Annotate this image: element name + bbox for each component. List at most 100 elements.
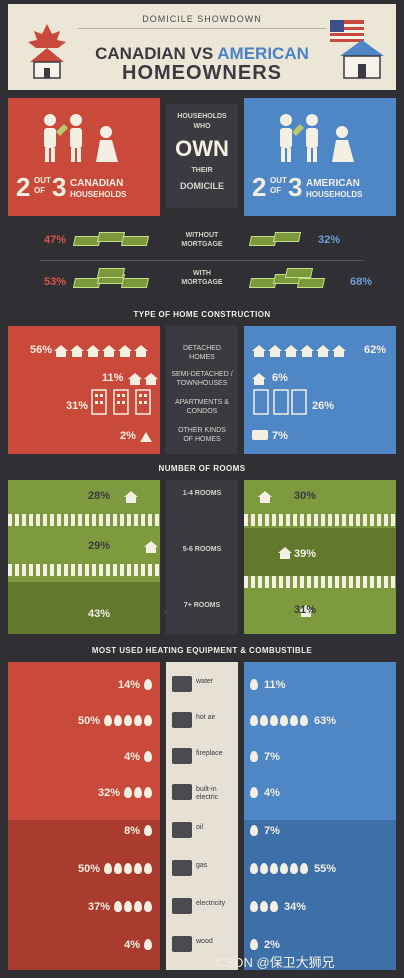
canada-heating-fuel-1: 50% [78,860,154,878]
usa-ownership-panel: 2 OUT OF 3 AMERICAN HOUSEHOLDS [244,98,396,216]
heater-icon [172,712,192,728]
usa-ratio-numerator: 2 [252,172,267,202]
canada-heating-fuel-panel [8,820,160,970]
flame-icon [134,787,142,799]
usa-heating-value: 4% [264,787,280,799]
canada-construction-panel: 56% 11% 31% 2% [8,326,160,454]
usa-detached-value: 62% [364,344,387,356]
flame-icon [300,715,308,727]
usa-ratio-label2: HOUSEHOLDS [306,190,363,199]
usa-semidetached-value: 6% [272,372,288,384]
usa-ratio-label1: AMERICAN [306,178,360,189]
mortgage-with-canada: 53% [44,276,67,288]
flame-icon [144,825,152,837]
canada-ratio-label2: HOUSEHOLDS [70,190,127,199]
usa-heating-value: 7% [264,825,280,837]
usa-family-icon [280,114,354,162]
flame-icon [250,751,258,763]
label-apartments: APARTMENTS & CONDOS [175,399,229,415]
usa-other-value: 7% [272,430,288,442]
money-stack-icon [248,228,310,252]
townhouse-icon [128,372,160,390]
canada-heating-value: 4% [124,751,140,763]
heater-icon [172,676,192,692]
flame-icon [270,715,278,727]
flame-icon [124,863,132,875]
apartment-icon [252,388,308,416]
usa-heating-value: 7% [264,751,280,763]
house-icon [124,491,138,503]
header-title-line1: CANADIAN VS AMERICAN [8,44,396,64]
usa-ratio-denominator: 3 [288,172,303,202]
flame-icon [124,901,132,913]
mortgage-without-canada: 47% [44,234,67,246]
canada-apartments-value: 31% [66,400,89,412]
canada-heating-value: 37% [87,901,110,913]
usa-apartments-value: 26% [312,400,335,412]
fence-decoration [8,564,160,576]
flame-icon [104,715,112,727]
title-canadian: CANADIAN VS [95,44,214,63]
rooms-title: NUMBER OF ROOMS [158,464,246,473]
fuel-icon [172,822,192,838]
usa-heating-equipment-1: 63% [250,712,336,730]
flame-icon [250,863,258,875]
flame-icon [260,863,268,875]
label-rooms-7plus: 7+ ROOMS [183,602,221,609]
usa-heating-value: 63% [314,715,337,727]
canada-heating-equipment-0: 14% [118,676,154,694]
usa-house-icon [326,18,386,82]
heating-label-fuel-2: electricity [196,900,226,907]
house-icon [258,491,272,503]
flame-icon [260,715,268,727]
canada-ownership-panel: 2 OUT OF 3 CANADIAN HOUSEHOLDS [8,98,160,216]
construction-labels: DETACHED HOMES SEMI-DETACHED / TOWNHOUSE… [166,326,238,454]
mortgage-without-usa: 32% [318,234,341,246]
heating-label-fuel-3: wood [196,938,213,945]
fuel-icon [172,936,192,952]
usa-ratio-of: OF [270,186,282,195]
flame-icon [280,715,288,727]
flame-icon [134,863,142,875]
label-other-homes: OTHER KINDS OF HOMES [178,427,226,443]
canada-family-icon [44,114,118,162]
flame-icon [290,715,298,727]
flame-icon [124,787,132,799]
house-row-icon [54,344,150,362]
usa-rooms-band [244,528,396,576]
flame-icon [250,787,258,799]
usa-heating-value: 55% [314,863,337,875]
usa-heating-fuel-3: 2% [250,936,280,954]
canada-semidetached-value: 11% [102,372,124,384]
heating-labels-column [166,662,238,970]
flame-icon [290,863,298,875]
canada-heating-value: 50% [77,715,100,727]
money-stack-icon [248,268,340,294]
flame-icon [250,901,258,913]
canada-heating-equipment-3: 32% [98,784,154,802]
title-american: AMERICAN [217,44,309,63]
fence-decoration [8,514,160,526]
flame-icon [144,715,152,727]
house-icon [144,541,159,553]
canada-rooms-1-4: 28% [88,490,111,502]
flame-icon [144,863,152,875]
house-row-icon [252,344,348,362]
usa-heating-fuel-panel [244,820,396,970]
canada-heating-value: 50% [77,863,100,875]
usa-rooms-5-6: 39% [294,548,317,560]
canada-heating-value: 14% [117,679,140,691]
canada-heating-equipment-2: 4% [124,748,154,766]
usa-rooms-1-4: 30% [294,490,317,502]
canada-ratio-out: OUT [34,176,51,185]
mortgage-without-label2: MORTGAGE [181,241,223,248]
house-icon [298,605,313,617]
canada-detached-value: 56% [30,344,53,356]
center-their: THEIR [191,167,213,174]
flame-icon [250,939,258,951]
canada-heating-fuel-2: 37% [88,898,154,916]
usa-rooms-7plus: 31% [294,604,317,616]
house-icon [278,547,293,559]
canada-rooms-band [8,582,160,634]
flame-icon [250,715,258,727]
